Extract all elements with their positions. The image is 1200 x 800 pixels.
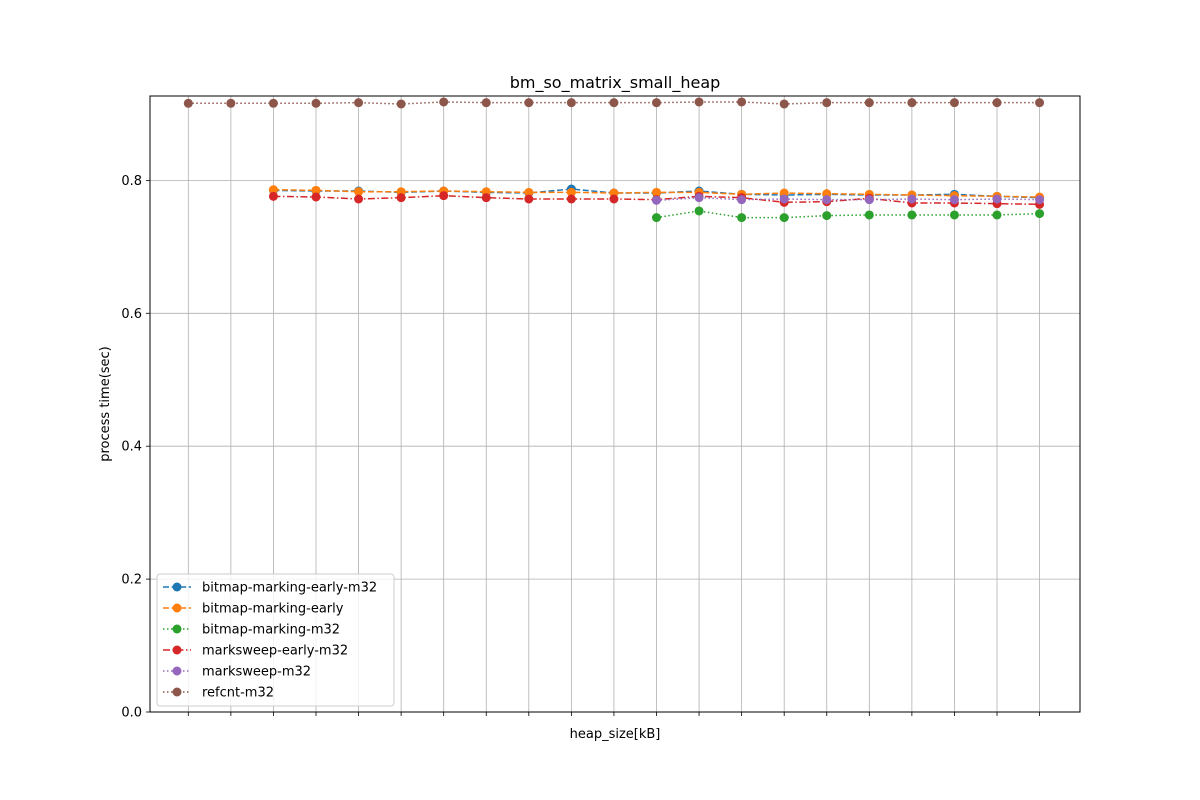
data-point <box>566 194 576 204</box>
legend-item: bitmap-marking-early <box>163 602 344 617</box>
data-point <box>651 195 661 205</box>
y-tick-label: 0.0 <box>121 706 142 721</box>
data-point <box>311 98 321 108</box>
x-axis-label: heap_size[kB] <box>570 727 661 742</box>
legend-item: marksweep-m32 <box>163 665 311 680</box>
chart-title: bm_so_matrix_small_heap <box>510 73 721 93</box>
data-point <box>949 195 959 205</box>
data-point <box>992 98 1002 108</box>
data-point <box>524 187 534 197</box>
legend-item: refcnt-m32 <box>163 686 274 701</box>
data-point <box>226 98 236 108</box>
legend-marker <box>172 624 182 634</box>
data-point <box>737 97 747 107</box>
data-point <box>822 98 832 108</box>
data-point <box>779 194 789 204</box>
y-tick-label: 0.6 <box>121 307 142 322</box>
data-point <box>779 213 789 223</box>
legend-item: bitmap-marking-m32 <box>163 623 340 638</box>
data-point <box>481 193 491 203</box>
legend-marker <box>172 645 182 655</box>
data-point <box>354 98 364 108</box>
data-point <box>779 99 789 109</box>
data-point <box>609 194 619 204</box>
data-point <box>183 98 193 108</box>
series-bitmap-marking-m32 <box>651 206 1045 223</box>
series-line <box>656 210 1040 219</box>
data-point <box>907 210 917 220</box>
data-point <box>396 193 406 203</box>
data-point <box>907 194 917 204</box>
series-layer <box>183 97 1045 223</box>
data-point <box>949 98 959 108</box>
legend-label: bitmap-marking-early <box>202 602 344 617</box>
data-point <box>354 194 364 204</box>
data-point <box>524 98 534 108</box>
legend-item: bitmap-marking-early-m32 <box>163 581 377 596</box>
legend-label: marksweep-m32 <box>202 665 311 680</box>
data-point <box>822 211 832 221</box>
ticks: 0.0 0.2 0.4 0.6 0.8 <box>121 174 1040 721</box>
data-point <box>268 98 278 108</box>
legend-marker <box>172 687 182 697</box>
legend-label: bitmap-marking-m32 <box>202 623 340 638</box>
legend-marker <box>172 582 182 592</box>
data-point <box>949 210 959 220</box>
legend: bitmap-marking-early-m32 bitmap-marking-e… <box>156 573 395 707</box>
data-point <box>992 194 1002 204</box>
legend-label: marksweep-early-m32 <box>202 644 348 659</box>
data-point <box>1035 209 1045 219</box>
data-point <box>651 187 661 197</box>
data-point <box>694 193 704 203</box>
series-marksweep-m32 <box>651 193 1045 205</box>
plot-frame <box>149 95 1081 713</box>
data-point <box>311 185 321 195</box>
legend-marker <box>172 603 182 613</box>
data-point <box>1035 195 1045 205</box>
data-point <box>609 98 619 108</box>
legend-label: bitmap-marking-early-m32 <box>202 581 377 596</box>
data-point <box>481 98 491 108</box>
data-point <box>864 195 874 205</box>
data-point <box>524 194 534 204</box>
data-point <box>268 185 278 195</box>
legend-box <box>156 573 395 707</box>
data-point <box>439 97 449 107</box>
legend-label: refcnt-m32 <box>202 686 274 701</box>
data-point <box>1035 98 1045 108</box>
data-point <box>737 213 747 223</box>
data-point <box>992 210 1002 220</box>
y-tick-label: 0.4 <box>121 440 142 455</box>
data-point <box>864 98 874 108</box>
data-point <box>396 99 406 109</box>
data-point <box>566 98 576 108</box>
data-point <box>694 206 704 216</box>
data-point <box>694 97 704 107</box>
data-point <box>439 191 449 201</box>
data-point <box>311 192 321 202</box>
data-point <box>864 210 874 220</box>
data-point <box>566 187 576 197</box>
data-point <box>822 195 832 205</box>
y-tick-label: 0.8 <box>121 174 142 189</box>
y-axis-label: process time(sec) <box>98 346 113 462</box>
data-point <box>354 187 364 197</box>
data-point <box>737 195 747 205</box>
y-tick-label: 0.2 <box>121 573 142 588</box>
data-point <box>651 98 661 108</box>
series-refcnt-m32 <box>183 97 1045 109</box>
data-point <box>268 191 278 201</box>
legend-marker <box>172 666 182 676</box>
legend-item: marksweep-early-m32 <box>163 644 348 659</box>
data-point <box>907 98 917 108</box>
data-point <box>651 213 661 223</box>
